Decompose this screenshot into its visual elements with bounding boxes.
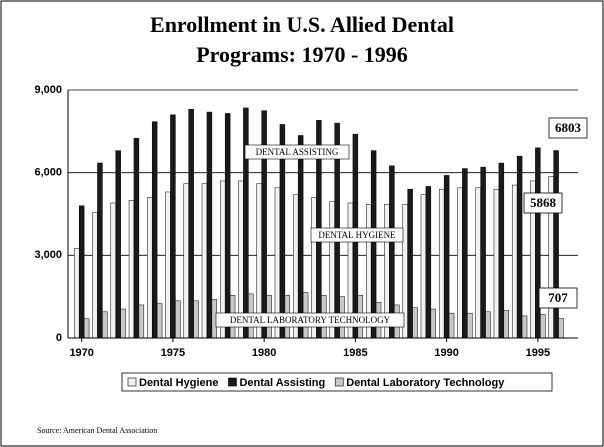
- chart-title: Enrollment in U.S. Allied Dental: [150, 12, 454, 37]
- value-label: 5868: [530, 195, 557, 210]
- value-label-box: [538, 287, 578, 309]
- bar: [412, 307, 418, 339]
- bar: [183, 183, 189, 339]
- bar: [102, 311, 108, 339]
- bar: [425, 186, 432, 339]
- bar: [170, 114, 176, 339]
- bar: [503, 310, 510, 339]
- legend-label: Dental Assisting: [239, 377, 325, 389]
- bar: [165, 191, 171, 339]
- x-tick-label: 1985: [343, 347, 367, 359]
- bar: [480, 166, 486, 339]
- annotation: DENTAL LABORATORY TECHNOLOGY: [230, 315, 391, 325]
- legend-swatch: [334, 377, 344, 387]
- bar: [120, 308, 126, 339]
- legend-label: Dental Laboratory Technology: [346, 377, 505, 389]
- bar: [83, 318, 90, 339]
- bar: [110, 202, 116, 339]
- bar: [92, 212, 98, 339]
- bar: [558, 318, 564, 339]
- bar: [206, 111, 213, 339]
- bar: [516, 155, 523, 339]
- bar: [443, 175, 450, 339]
- legend-label: Dental Hygiene: [139, 377, 218, 389]
- bar: [553, 150, 559, 339]
- legend-swatch: [127, 377, 137, 387]
- x-tick-label: 1995: [526, 347, 550, 359]
- bar: [175, 300, 181, 339]
- value-label-box: [523, 192, 563, 214]
- y-tick-label: 9,000: [34, 84, 62, 96]
- value-label: 6803: [555, 120, 582, 135]
- bar: [493, 188, 500, 339]
- x-tick-label: 1980: [252, 347, 276, 359]
- value-label-box: [548, 117, 588, 139]
- x-tick-label: 1970: [69, 347, 93, 359]
- bar: [74, 248, 80, 339]
- bar: [498, 162, 505, 339]
- bar: [297, 135, 304, 339]
- bar: [128, 199, 135, 339]
- bar: [151, 121, 158, 339]
- bar: [97, 162, 103, 339]
- bar: [521, 315, 528, 339]
- bar: [540, 314, 546, 339]
- bar: [448, 312, 455, 339]
- annotation-box: [215, 312, 405, 328]
- y-tick-label: 0: [56, 332, 62, 344]
- chart-subtitle: Programs: 1970 - 1996: [196, 42, 408, 67]
- bar: [511, 184, 518, 339]
- bar: [147, 197, 153, 339]
- bar: [407, 188, 413, 339]
- bar: [78, 205, 85, 339]
- bar: [138, 304, 145, 339]
- bar: [389, 165, 395, 339]
- bar: [420, 194, 427, 339]
- bar: [193, 300, 199, 339]
- bar: [457, 187, 463, 339]
- bar: [156, 303, 163, 339]
- bar: [243, 107, 249, 339]
- bar: [224, 113, 231, 339]
- annotation-box: [244, 144, 350, 160]
- bar: [201, 183, 208, 339]
- bar: [475, 187, 481, 339]
- annotation-box: [310, 227, 404, 243]
- annotation: DENTAL HYGIENE: [318, 230, 396, 240]
- bar: [133, 137, 140, 339]
- x-tick-label: 1975: [161, 347, 185, 359]
- bar: [188, 109, 194, 339]
- bar: [438, 188, 445, 339]
- value-label: 707: [548, 290, 568, 305]
- bar: [430, 308, 437, 339]
- annotation: DENTAL ASSISTING: [256, 147, 339, 157]
- legend-swatch: [228, 377, 237, 387]
- x-tick-label: 1990: [434, 347, 458, 359]
- y-tick-label: 3,000: [34, 249, 62, 261]
- bar: [115, 150, 121, 339]
- bar: [485, 311, 491, 339]
- bar: [370, 150, 377, 339]
- y-tick-label: 6,000: [34, 167, 62, 179]
- source: Source: American Dental Association: [37, 426, 157, 435]
- bar: [467, 312, 473, 339]
- bar: [535, 147, 541, 339]
- bar: [462, 168, 468, 339]
